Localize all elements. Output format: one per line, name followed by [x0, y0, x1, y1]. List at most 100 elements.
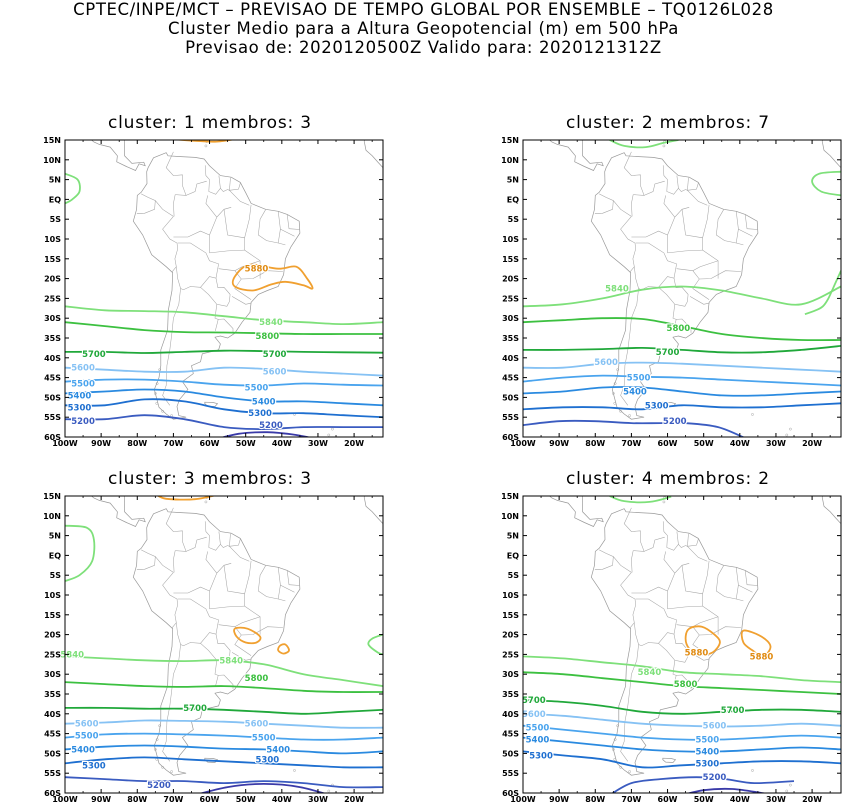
border-line	[277, 211, 281, 244]
border-line	[280, 584, 295, 593]
lat-label: 15S	[502, 255, 519, 264]
border-line	[173, 586, 210, 594]
island-mark	[155, 401, 159, 405]
border-line	[173, 230, 210, 238]
contour-label: 5880	[685, 648, 709, 658]
border-line	[162, 216, 178, 273]
contour-label: 5600	[703, 722, 727, 732]
border-line	[738, 228, 753, 237]
island-mark	[613, 382, 617, 385]
border-line	[162, 288, 181, 406]
contour-label: 5400	[623, 387, 647, 397]
lat-label: 10N	[43, 512, 61, 521]
border-line	[681, 565, 703, 595]
contour-label: 5200	[663, 417, 687, 427]
island-mark	[628, 770, 631, 773]
lon-label: 30W	[308, 795, 328, 803]
lat-label: 20S	[502, 275, 519, 284]
island-mark	[652, 126, 654, 128]
contour-label: 5700	[263, 350, 287, 360]
border-line	[209, 207, 232, 236]
lat-label: 10S	[502, 591, 519, 600]
lat-label: 15N	[43, 492, 61, 501]
coastline	[90, 496, 146, 527]
border-line	[204, 521, 241, 551]
isohypse-line	[65, 681, 383, 693]
border-line	[634, 598, 677, 647]
isohypse-line	[233, 626, 262, 645]
border-line	[176, 598, 219, 647]
contour-label: 5200	[147, 781, 171, 791]
island-mark	[201, 131, 203, 133]
border-line	[162, 572, 178, 629]
lat-label: 40S	[502, 354, 519, 363]
contour-label: 5500	[627, 374, 651, 384]
header-line-3: Previsao de: 2020120500Z Valido para: 20…	[185, 38, 662, 57]
isohypse-line	[609, 496, 672, 504]
isohypse-line	[523, 712, 841, 728]
island-mark	[661, 137, 663, 139]
island-mark	[789, 783, 792, 787]
lon-label: 30W	[766, 795, 786, 803]
lat-label: 30S	[502, 314, 519, 323]
border-line	[218, 268, 235, 271]
coastline	[590, 508, 759, 776]
isohypse-line	[686, 787, 767, 793]
island-mark	[194, 126, 196, 128]
island-mark	[146, 483, 148, 485]
lat-label: 25S	[502, 650, 519, 659]
contour-lines	[523, 140, 841, 437]
island-mark	[659, 487, 661, 489]
border-line	[165, 151, 187, 196]
island-mark	[613, 401, 617, 405]
panel-title-1: cluster: 1 membros: 3	[108, 113, 312, 133]
island-mark	[604, 127, 606, 129]
island-mark	[616, 724, 620, 728]
isohypse-line	[523, 285, 841, 308]
lat-label: 60S	[502, 789, 519, 798]
lon-label: 80W	[585, 439, 605, 448]
coastline	[158, 121, 180, 128]
isohypse-line	[523, 736, 841, 753]
border-line	[136, 549, 156, 570]
coastline	[158, 477, 180, 484]
border-line	[229, 190, 250, 206]
isohypse-line	[65, 719, 383, 729]
border-line	[692, 260, 741, 280]
lat-label: 50S	[44, 749, 61, 758]
border-line	[176, 242, 219, 291]
lat-label: 35S	[502, 334, 519, 343]
lon-label: 20W	[802, 439, 822, 448]
border-line	[692, 634, 710, 656]
isohypse-line	[65, 378, 383, 387]
contour-label: 5300	[82, 761, 106, 771]
isohypse-line	[231, 263, 314, 292]
contour-label: 5300	[248, 409, 272, 419]
isohypse-line	[611, 776, 795, 793]
contour-lines	[65, 496, 383, 793]
lat-label: 35S	[502, 690, 519, 699]
island-mark	[643, 482, 645, 484]
border-line	[280, 228, 295, 237]
lat-label: 15N	[501, 136, 519, 145]
isohypse-line	[156, 496, 216, 501]
border-line	[631, 550, 634, 573]
border-line	[687, 533, 689, 547]
coastline	[616, 477, 638, 484]
coastline	[821, 140, 841, 169]
lat-label: 55S	[502, 413, 519, 422]
lat-label: 20S	[44, 275, 61, 284]
contour-label: 5500	[695, 736, 719, 746]
border-line	[735, 567, 739, 600]
contour-label: 5700	[721, 706, 745, 716]
lat-label: 5N	[507, 532, 519, 541]
border-line	[162, 644, 181, 762]
lat-label: EQ	[507, 551, 519, 560]
lat-label: 50S	[44, 393, 61, 402]
island-mark	[158, 724, 162, 728]
contour-label: 5300	[529, 751, 553, 761]
border-line	[662, 165, 699, 195]
border-line	[613, 556, 632, 573]
isohypse-line	[65, 414, 383, 430]
island-mark	[652, 482, 654, 484]
